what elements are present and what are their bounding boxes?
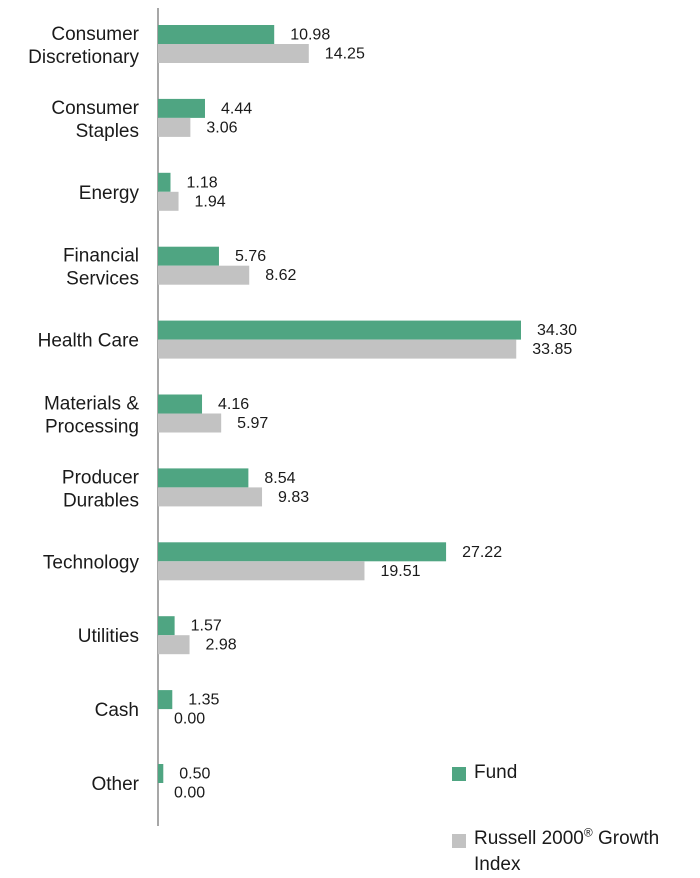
- index-bar: [158, 339, 517, 359]
- category-label-line: Services: [66, 269, 139, 290]
- category-label-line: Energy: [79, 183, 140, 204]
- category-label-line: Staples: [76, 121, 139, 142]
- legend-swatch-index: [452, 834, 466, 848]
- category-label: Technology: [43, 552, 140, 573]
- index-value-label: 2.98: [206, 637, 237, 654]
- fund-value-label: 10.98: [290, 27, 330, 44]
- index-value-label: 9.83: [278, 489, 309, 506]
- category-label: Energy: [79, 183, 140, 204]
- fund-bar: [158, 764, 164, 783]
- category-label: Materials & Processing: [44, 394, 139, 438]
- index-value-label: 0.00: [174, 711, 205, 728]
- fund-value-label: 8.54: [264, 470, 295, 487]
- fund-value-label: 5.76: [235, 248, 266, 265]
- category-label-line: Health Care: [38, 331, 139, 352]
- fund-bar: [158, 468, 249, 488]
- category-label-line: Consumer: [51, 24, 139, 45]
- category-label-line: Processing: [45, 417, 139, 438]
- category-label-line: Utilities: [78, 626, 139, 647]
- fund-value-label: 4.16: [218, 396, 249, 413]
- bars-group: [158, 25, 521, 783]
- category-label: Health Care: [38, 331, 139, 352]
- fund-value-label: 34.30: [537, 322, 577, 339]
- legend-label-index: Russell 2000® Growth Index: [474, 826, 659, 878]
- index-bar: [158, 44, 309, 63]
- index-value-label: 3.06: [206, 119, 237, 136]
- fund-bar: [158, 246, 219, 266]
- fund-value-label: 1.35: [188, 692, 219, 709]
- category-label-line: Technology: [43, 552, 140, 573]
- index-value-label: 5.97: [237, 415, 268, 432]
- fund-value-label: 1.18: [186, 174, 217, 191]
- category-label: Cash: [95, 700, 139, 721]
- category-label: Consumer Discretionary: [28, 24, 140, 68]
- index-bar: [158, 635, 190, 655]
- category-label: Other: [91, 774, 139, 795]
- legend-swatch-fund: [452, 767, 466, 781]
- category-label-line: Consumer: [51, 98, 139, 119]
- index-value-label: 14.25: [325, 46, 365, 63]
- legend-label-index-line1: Russell 2000: [474, 828, 584, 849]
- index-value-label: 1.94: [195, 193, 226, 210]
- category-label-line: Materials &: [44, 394, 139, 415]
- legend-label-index-line2: Index: [474, 854, 521, 875]
- index-value-label: 8.62: [265, 267, 296, 284]
- index-bar: [158, 561, 365, 581]
- category-label-line: Cash: [95, 700, 139, 721]
- fund-bar: [158, 172, 171, 192]
- category-label-line: Producer: [62, 467, 140, 488]
- index-bar: [158, 487, 263, 507]
- fund-bar: [158, 98, 205, 118]
- fund-bar: [158, 394, 203, 414]
- fund-bar: [158, 542, 447, 562]
- fund-bar: [158, 616, 175, 636]
- fund-bar: [158, 320, 521, 340]
- category-label-line: Discretionary: [28, 47, 139, 68]
- category-label-line: Other: [91, 774, 139, 795]
- index-bar: [158, 191, 179, 211]
- category-label: Financial Services: [63, 246, 139, 290]
- index-value-label: 33.85: [532, 341, 572, 358]
- category-label: Producer Durables: [62, 467, 140, 511]
- index-bar: [158, 413, 222, 433]
- category-label: Utilities: [78, 626, 139, 647]
- fund-value-label: 27.22: [462, 544, 502, 561]
- legend-label-fund: Fund: [474, 762, 518, 783]
- category-label-line: Durables: [63, 490, 139, 511]
- fund-bar: [158, 690, 173, 710]
- fund-value-label: 0.50: [179, 766, 210, 783]
- fund-value-label: 4.44: [221, 100, 252, 117]
- index-bar: [158, 117, 191, 137]
- fund-value-label: 1.57: [191, 618, 222, 635]
- category-label-line: Financial: [63, 246, 139, 267]
- index-value-label: 19.51: [380, 563, 420, 580]
- index-value-label: 0.00: [174, 785, 205, 802]
- category-label: Consumer Staples: [51, 98, 139, 142]
- index-bar: [158, 265, 250, 285]
- legend-label-index-line1-tail: Growth: [592, 828, 660, 849]
- registered-mark: ®: [583, 825, 593, 840]
- fund-bar: [158, 25, 275, 44]
